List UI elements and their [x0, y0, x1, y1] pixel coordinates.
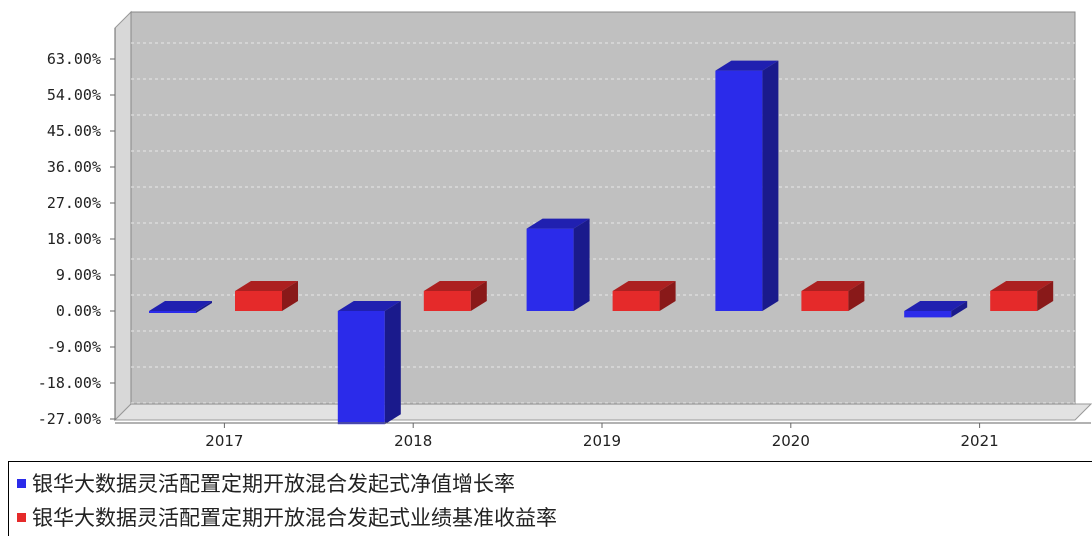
legend-swatch-blue — [17, 478, 26, 488]
bar-top — [423, 281, 487, 291]
legend-label: 银华大数据灵活配置定期开放混合发起式净值增长率 — [32, 472, 515, 496]
bar-side — [573, 218, 590, 311]
bar-side — [762, 60, 779, 311]
y-tick-label: 45.00% — [47, 122, 101, 140]
bars — [149, 60, 1054, 425]
x-axis: 2017 2018 2019 2020 2021 — [115, 422, 1091, 450]
bar-top — [715, 60, 779, 71]
bar-top — [235, 281, 298, 291]
bar-side — [951, 301, 968, 318]
bar-front — [801, 291, 849, 311]
bar-front — [904, 311, 952, 318]
bar-front — [337, 311, 385, 425]
bar-top — [904, 301, 968, 311]
bar-top — [526, 218, 590, 229]
x-tick-label: 2020 — [772, 432, 810, 450]
bar-side — [659, 281, 676, 311]
bar-top — [337, 301, 401, 311]
bar-benchmark-2019 — [612, 281, 676, 311]
bar-net-value-2020 — [715, 60, 779, 311]
y-tick-label: 63.00% — [47, 50, 101, 68]
x-tick-label: 2021 — [961, 432, 999, 450]
y-tick-label: 9.00% — [56, 266, 101, 284]
legend-item-benchmark-return: 银华大数据灵活配置定期开放混合发起式业绩基准收益率 — [17, 502, 557, 532]
bar-side — [282, 281, 298, 311]
bar-net-value-2018 — [337, 301, 401, 425]
legend-label: 银华大数据灵活配置定期开放混合发起式业绩基准收益率 — [32, 506, 557, 530]
legend-swatch-red — [17, 512, 26, 522]
y-tick-label: 18.00% — [47, 230, 101, 248]
bar-front — [526, 228, 574, 311]
bar-benchmark-2018 — [423, 281, 487, 311]
bar-top — [612, 281, 676, 291]
legend: 银华大数据灵活配置定期开放混合发起式净值增长率 银华大数据灵活配置定期开放混合发… — [8, 461, 1092, 536]
chart-area: 63.00% 54.00% 45.00% 36.00% 27.00% 18.00% 9.00… — [38, 10, 1092, 450]
bar-front — [235, 291, 282, 311]
y-tick-label: 36.00% — [47, 158, 101, 176]
bar-side — [848, 281, 865, 311]
bar-top — [801, 281, 865, 291]
bar-side — [1037, 281, 1054, 311]
x-tick-label: 2017 — [205, 432, 243, 450]
plot-border — [130, 11, 1076, 405]
bar-side — [196, 301, 212, 313]
bar-chart: 63.00% 54.00% 45.00% 36.00% 27.00% 18.00% 9.00… — [38, 10, 1092, 450]
y-tick-label: 54.00% — [47, 86, 101, 104]
bar-front — [612, 291, 660, 311]
plot-left-wall — [114, 10, 132, 422]
bar-benchmark-2020 — [801, 281, 865, 311]
bar-front — [990, 291, 1038, 311]
bar-front — [149, 311, 196, 313]
x-tick-label: 2018 — [394, 432, 432, 450]
y-tick-label: -9.00% — [47, 338, 101, 356]
x-tick-label: 2019 — [583, 432, 621, 450]
legend-item-net-value-growth: 银华大数据灵活配置定期开放混合发起式净值增长率 — [17, 468, 515, 498]
bar-net-value-2021 — [904, 301, 968, 318]
y-tick-label: -27.00% — [38, 410, 101, 428]
y-tick-label: 27.00% — [47, 194, 101, 212]
bar-benchmark-2021 — [990, 281, 1054, 311]
bar-side — [470, 281, 487, 311]
bar-front — [715, 70, 763, 311]
y-tick-label: 0.00% — [56, 302, 101, 320]
plot-floor — [113, 403, 1092, 421]
bar-top — [149, 301, 212, 311]
bar-side — [384, 301, 401, 425]
y-axis: 63.00% 54.00% 45.00% 36.00% 27.00% 18.00% 9.00… — [38, 28, 116, 428]
bar-net-value-2017 — [149, 301, 212, 313]
y-tick-label: -18.00% — [38, 374, 101, 392]
bar-top — [990, 281, 1054, 291]
bar-benchmark-2017 — [235, 281, 298, 311]
bar-front — [423, 291, 471, 311]
plot-background — [113, 10, 1092, 422]
plot-back-wall — [131, 12, 1075, 404]
bar-net-value-2019 — [526, 218, 590, 311]
